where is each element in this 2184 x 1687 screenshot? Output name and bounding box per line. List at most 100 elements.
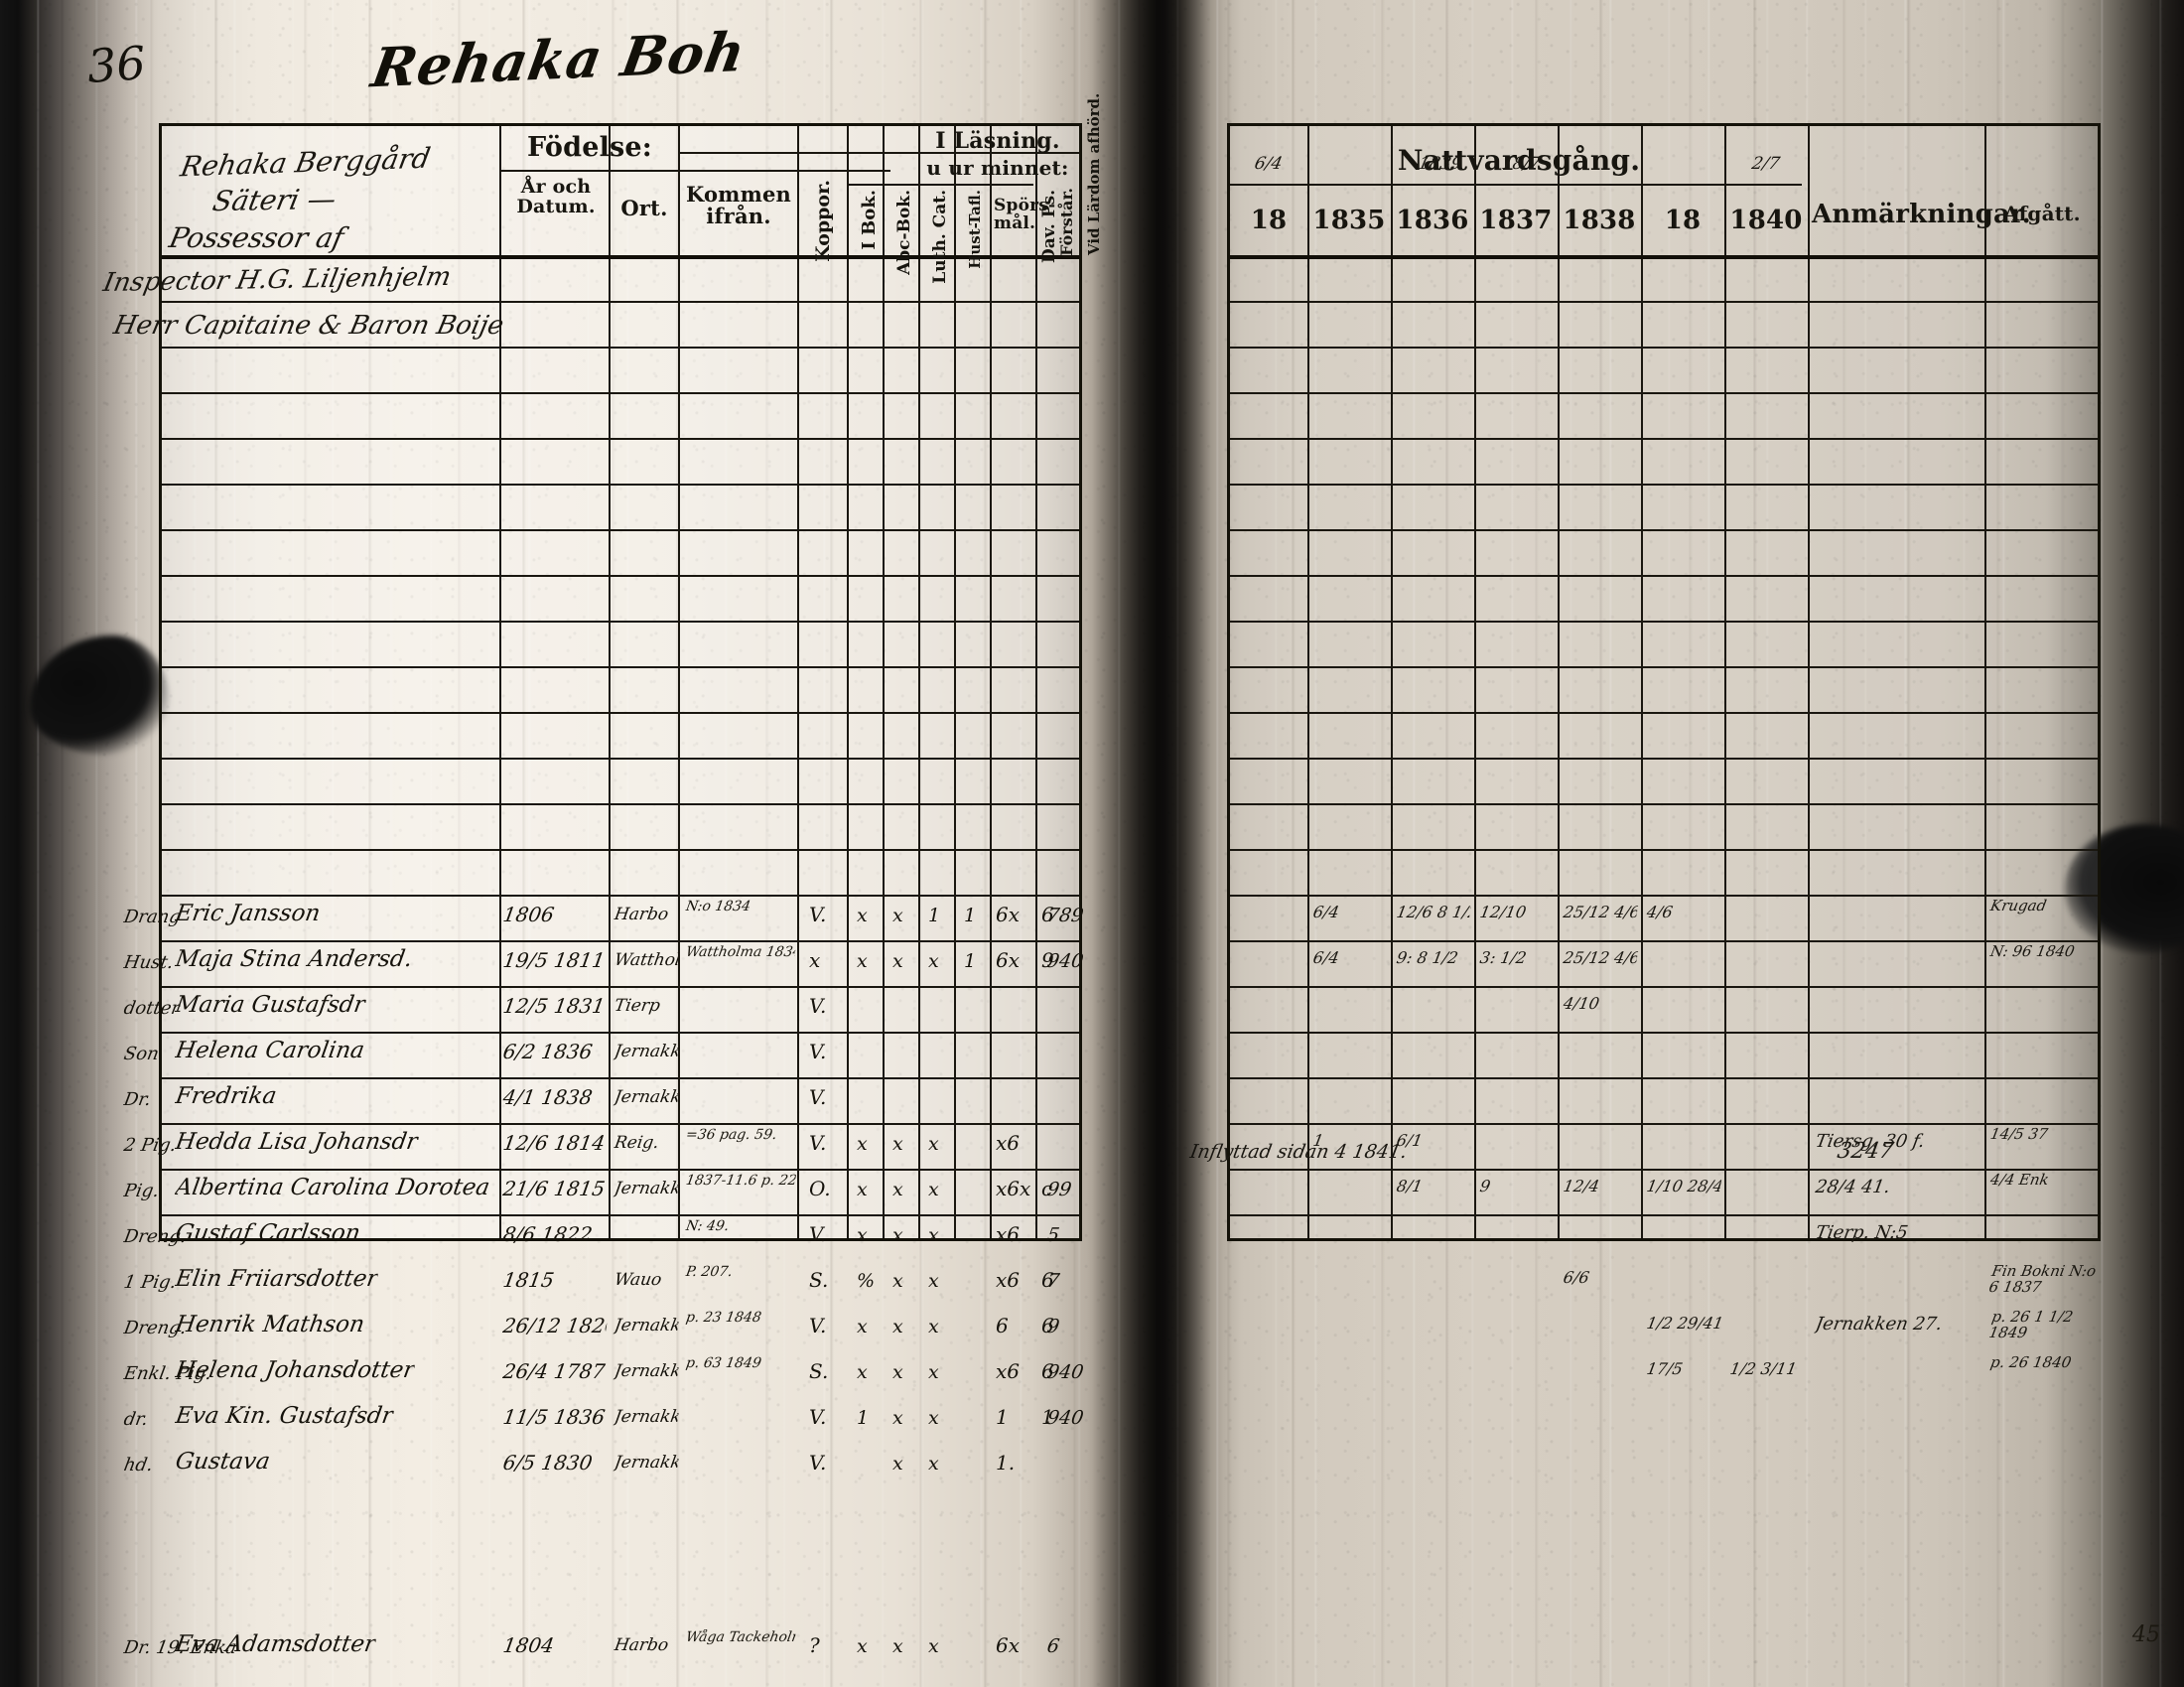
departed-cell-1: N: 96 1840 xyxy=(1988,942,2077,960)
row-note-1: 940 xyxy=(1045,950,1086,972)
remarks-cell-9: Jernakken 27. xyxy=(1814,1314,1945,1335)
row-divider xyxy=(1230,301,2098,303)
row-smallpox-3: V. xyxy=(809,1040,827,1063)
row-name-8: Elin Friiarsdotter xyxy=(173,1266,380,1292)
row-name-0: Eric Jansson xyxy=(173,901,323,926)
communion-cell-1-4: 25/12 4/6 xyxy=(1562,948,1639,967)
communion-cell-0-3: 12/10 xyxy=(1478,903,1528,921)
row-questions-12: 1. xyxy=(996,1451,1016,1475)
header-david-psalms: Dav. Ps. xyxy=(1039,190,1059,264)
row-divider xyxy=(1230,1214,2098,1216)
row-divider xyxy=(162,392,1079,394)
row-reading-mark-12-1: x xyxy=(892,1453,903,1475)
row-divider xyxy=(162,301,1079,303)
header-departed: Afgått. xyxy=(2003,202,2081,225)
row-reading-mark-10-1: x xyxy=(892,1361,903,1383)
row-birth-8: 1815 xyxy=(501,1268,556,1292)
row-margin-label-3: Son xyxy=(122,1044,161,1064)
row-reading-mark-9-2: x xyxy=(928,1316,939,1337)
communion-cell-6-2: 8/1 xyxy=(1395,1177,1425,1195)
communion-year-0: 18 xyxy=(1250,206,1288,235)
communion-cell-0-5: 4/6 xyxy=(1645,903,1675,921)
communion-cell-0-2: 12/6 8 1/2 xyxy=(1395,903,1472,921)
row-birth-3: 6/2 1836 xyxy=(501,1040,595,1063)
right-register-table: Nattvardsgång. Anmärkningar. Afgått. 18 6… xyxy=(1188,123,2101,1378)
row-reading-mark-7-1: x xyxy=(892,1224,903,1246)
row-divider xyxy=(162,986,1079,988)
communion-year-annotation-2: 1839 xyxy=(1416,154,1464,174)
row-divider xyxy=(162,712,1079,714)
row-divider xyxy=(1230,940,2098,942)
row-questions-10: x6 xyxy=(996,1359,1021,1383)
row-divider xyxy=(162,484,1079,486)
row-divider xyxy=(162,666,1079,668)
header-examined: Vid Lärdom afhörd. xyxy=(1085,92,1103,255)
communion-cell-10-6: 1/2 3/11 xyxy=(1728,1359,1799,1378)
row-moved-from-13: Wåga Tackeholmen N:o 57. 1840 xyxy=(684,1629,797,1645)
estate-line-5: Herr Capitaine & Baron Boije xyxy=(110,311,507,341)
row-examined-11: 1 xyxy=(1041,1405,1054,1429)
row-reading-mark-6-1: x xyxy=(892,1179,903,1200)
communion-year-3: 1837 xyxy=(1479,206,1553,235)
row-name-5: Hedda Lisa Johansdr xyxy=(173,1129,420,1155)
row-birth-11: 11/5 1836 xyxy=(501,1405,608,1429)
row-questions-9: 6 xyxy=(996,1314,1009,1337)
row-examined-9: 6 xyxy=(1041,1314,1054,1337)
row-smallpox-8: S. xyxy=(809,1268,829,1292)
row-questions-5: x6 xyxy=(996,1131,1021,1155)
row-divider xyxy=(162,529,1079,531)
left-register-table: Födelse: År och Datum. Ort. Kommen ifrån… xyxy=(100,93,1103,1658)
row-note-0: 789 xyxy=(1045,905,1086,926)
header-reading-sub: u ur minnet: xyxy=(926,156,1069,180)
row-note-10: 940 xyxy=(1045,1361,1086,1383)
row-divider xyxy=(162,895,1079,897)
row-name-1: Maja Stina Andersd. xyxy=(173,946,415,972)
row-reading-mark-0-1: x xyxy=(892,905,903,926)
row-reading-mark-9-1: x xyxy=(892,1316,903,1337)
row-birth-place-4: Jernakken xyxy=(613,1087,680,1107)
row-divider xyxy=(1230,1169,2098,1171)
row-divider xyxy=(1230,1077,2098,1079)
remarks-cell-7: Tierp. N:5 xyxy=(1814,1222,1910,1243)
communion-year-annotation-6: 2/7 xyxy=(1749,154,1782,174)
row-reading-mark-11-1: x xyxy=(892,1407,903,1429)
communion-cell-6-3: 9 xyxy=(1478,1177,1492,1195)
row-questions-1: 6x xyxy=(996,948,1021,972)
row-moved-from-6: 1837-11.6 p. 22 xyxy=(684,1173,797,1189)
estate-line-1: Rehaka Berggård xyxy=(178,141,434,184)
departed-cell-6: 4/4 Enk xyxy=(1988,1171,2051,1189)
row-name-12: Gustava xyxy=(173,1449,272,1475)
row-margin-label-5: 2 Pig. xyxy=(122,1135,179,1156)
row-reading-mark-8-1: x xyxy=(892,1270,903,1292)
row-questions-0: 6x xyxy=(996,903,1021,926)
row-reading-mark-5-0: x xyxy=(857,1133,868,1155)
row-margin-label-1: Hust. xyxy=(122,952,176,973)
row-divider xyxy=(162,1123,1079,1125)
row-birth-place-8: Wauo xyxy=(613,1270,663,1290)
remarks-cell-6: 28/4 41. xyxy=(1814,1177,1892,1197)
row-name-13: Eva Adamsdotter xyxy=(173,1631,378,1657)
row-birth-9: 26/12 1820 xyxy=(501,1314,609,1337)
row-name-2: Maria Gustafsdr xyxy=(173,992,367,1018)
header-questions: Spörs-mål. xyxy=(994,196,1056,233)
communion-year-1: 1835 xyxy=(1312,206,1386,235)
communion-year-annotation-0: 6/4 xyxy=(1252,154,1285,174)
communion-cell-9-5: 1/2 29/41 xyxy=(1645,1314,1722,1333)
header-birth-group: Födelse: xyxy=(527,132,652,163)
departed-cell-8: Fin Bokni N:o 6 1837 xyxy=(1987,1262,2098,1296)
row-margin-label-4: Dr. xyxy=(122,1089,153,1110)
row-birth-place-3: Jernakken xyxy=(613,1042,680,1061)
row-smallpox-7: V. xyxy=(809,1222,827,1246)
row-divider xyxy=(1230,758,2098,760)
row-reading-mark-13-1: x xyxy=(892,1635,903,1657)
row-smallpox-0: V. xyxy=(809,903,827,926)
row-smallpox-10: S. xyxy=(809,1359,829,1383)
row-smallpox-9: V. xyxy=(809,1314,827,1337)
row-reading-mark-10-2: x xyxy=(928,1361,939,1383)
row-smallpox-13: ? xyxy=(809,1633,820,1657)
row-divider xyxy=(1230,849,2098,851)
row-divider xyxy=(1230,529,2098,531)
row-reading-mark-11-2: x xyxy=(928,1407,939,1429)
row-divider xyxy=(162,1169,1079,1171)
row-examined-6: c xyxy=(1041,1177,1053,1200)
